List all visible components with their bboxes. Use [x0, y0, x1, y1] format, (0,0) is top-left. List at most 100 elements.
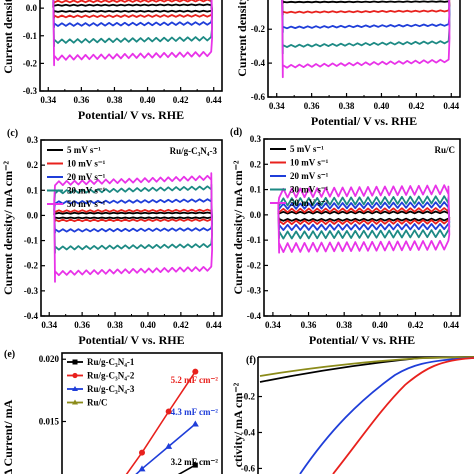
sample-tag: Ru/g-C₃N₄-3 [170, 146, 218, 156]
legend-marker [72, 372, 78, 379]
y-tick-label: -0.1 [24, 236, 39, 246]
y-axis-label: Current density/ mA cm⁻² [231, 160, 245, 294]
legend-label: 20 mV s⁻¹ [290, 171, 329, 181]
cv-loop-3 [52, 0, 214, 29]
y-tick-label: 0.2 [250, 159, 262, 169]
series-line-1 [177, 464, 196, 474]
y-axis-label: Current density [235, 0, 249, 77]
x-tick-label: 0.38 [336, 320, 352, 330]
x-tick-label: 0.44 [206, 95, 222, 105]
data-point [165, 442, 173, 449]
x-tick-label: 0.36 [304, 101, 320, 111]
y-axis-label: Δ Current/ mA [1, 399, 15, 474]
x-tick-label: 0.34 [40, 95, 56, 105]
legend-label: Ru/g-C₃N₄-3 [87, 384, 135, 394]
panel-e-capacitance-chart: 0.015 0.020 Δ Current/ mA Ru/g-C₃N₄-1 Ru/g-C… [1, 349, 223, 474]
x-tick-label: 0.38 [107, 95, 123, 105]
y-tick-label: -0.2 [247, 260, 262, 270]
y-tick-label: -0.4 [251, 58, 266, 68]
x-tick-label: 0.36 [301, 320, 317, 330]
y-tick-label: -0.3 [24, 286, 39, 296]
y-tick-label: 0.020 [39, 354, 60, 364]
cv-loop-2 [53, 208, 214, 223]
series-line-3 [135, 423, 196, 474]
x-tick-label: 0.38 [339, 101, 355, 111]
y-tick-label: -0.3 [23, 86, 38, 96]
lsv-curve-blue [299, 357, 474, 474]
cv-loop-1 [281, 0, 451, 4]
data-point [138, 465, 146, 472]
y-tick-label: -0.6 [241, 463, 256, 473]
lsv-curve-red [332, 357, 474, 474]
cv-loop-3 [281, 0, 451, 34]
data-point [139, 449, 145, 456]
y-tick-label: 0.0 [27, 210, 39, 220]
x-tick-label: 0.44 [443, 320, 459, 330]
legend-marker [72, 399, 78, 405]
data-point [191, 420, 199, 427]
y-tick-label: 0.0 [250, 210, 262, 220]
x-tick-label: 0.34 [269, 101, 285, 111]
x-axis-label: Potential/ V vs. RHE [309, 333, 415, 347]
x-tick-label: 0.44 [206, 320, 222, 330]
x-tick-label: 0.42 [173, 95, 189, 105]
y-tick-label: 0.3 [27, 135, 39, 145]
slope-annotation: 5.2 mF cm⁻² [171, 375, 219, 385]
plot-frame [267, 0, 461, 98]
y-tick-label: 0.3 [250, 134, 262, 144]
x-axis-label: Potential/ V vs. RHE [78, 108, 184, 122]
y-tick-label: -0.4 [247, 311, 262, 321]
legend-label: 20 mV s⁻¹ [67, 172, 106, 182]
legend-label: 50 mV s⁻¹ [67, 199, 106, 209]
panel-tag: (d) [230, 127, 242, 138]
cv-loop-1 [53, 211, 214, 220]
y-axis-label: ctivity/ mA cm⁻² [231, 382, 245, 467]
cv-loop-5 [281, 0, 451, 79]
slope-annotation: 4.3 mF cm⁻² [171, 407, 219, 417]
y-tick-label: -0.6 [251, 92, 266, 102]
y-tick-label: -0.2 [23, 58, 38, 68]
data-point [192, 462, 198, 468]
y-tick-label: -0.2 [24, 261, 39, 271]
legend-label: 30 mV s⁻¹ [290, 185, 329, 195]
legend-label: 5 mV s⁻¹ [67, 145, 101, 155]
lsv-curve-olive [259, 356, 474, 377]
y-tick-label: -0.4 [241, 427, 256, 437]
x-tick-label: 0.40 [372, 320, 388, 330]
data-point [192, 368, 199, 375]
y-tick-label: 0.2 [27, 160, 39, 170]
legend-label: Ru/g-C₃N₄-1 [87, 357, 135, 367]
cv-loop-5 [277, 184, 451, 254]
panel-c-cv-chart: 0.34 0.36 0.38 0.40 0.42 0.44 -0.4 -0.3 -0.2 -0.1… [1, 128, 223, 347]
slope-annotation: 3.2 mF cm⁻² [171, 457, 219, 467]
data-point [165, 408, 172, 415]
x-tick-label: 0.34 [265, 320, 281, 330]
x-axis-label: Potential/ V vs. RHE [78, 333, 184, 347]
legend-label: 10 mV s⁻¹ [67, 159, 106, 169]
y-axis-label: Current density/ mA cm⁻² [1, 161, 15, 295]
x-tick-label: 0.42 [408, 101, 424, 111]
panel-b-cv-chart: 0.340.360.380.400.420.44-0.6-0.4-0.20.0P… [235, 0, 461, 128]
panel-tag: (c) [7, 128, 18, 139]
y-tick-label: 0.0 [26, 3, 38, 13]
x-tick-label: 0.42 [173, 320, 189, 330]
y-tick-label: -0.1 [23, 31, 38, 41]
panel-a-cv-chart: 0.340.360.380.400.420.44-0.3-0.2-0.10.00… [1, 0, 223, 122]
legend-label: Ru/g-C₃N₄-2 [87, 371, 135, 381]
legend-label: 5 mV s⁻¹ [290, 144, 324, 154]
x-tick-label: 0.40 [140, 320, 156, 330]
x-tick-label: 0.36 [73, 95, 89, 105]
y-tick-label: -0.2 [251, 24, 266, 34]
series-line-2 [125, 371, 196, 474]
y-tick-label: -0.1 [247, 235, 262, 245]
x-tick-label: 0.34 [41, 320, 57, 330]
legend-label: 10 mV s⁻¹ [290, 158, 329, 168]
panel-d-cv-chart: 0.34 0.36 0.38 0.40 0.42 0.44 -0.4 -0.3 -0.2 -0.1… [230, 127, 461, 347]
y-tick-label: -0.2 [241, 392, 256, 402]
legend-label: 30 mV s⁻¹ [67, 186, 106, 196]
y-tick-label: -0.4 [24, 311, 39, 321]
x-tick-label: 0.40 [140, 95, 156, 105]
legend-marker [72, 359, 78, 365]
plot-frame [39, 0, 223, 92]
